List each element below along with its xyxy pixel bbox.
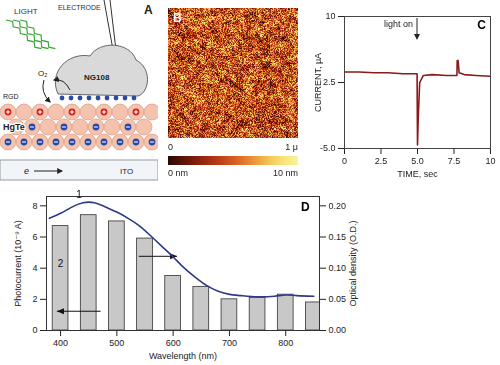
svg-text:A: A (144, 3, 153, 17)
html-text:C: C (477, 18, 486, 32)
svg-text:NG108: NG108 (84, 73, 110, 82)
svg-text:-5.0: -5.0 (320, 143, 336, 153)
svg-text:6: 6 (32, 232, 37, 242)
svg-text:e: e (24, 166, 29, 176)
svg-text:5.0: 5.0 (411, 156, 424, 166)
svg-text:Optical density (O.D.): Optical density (O.D.) (348, 220, 358, 306)
svg-text:Wavelength (nm): Wavelength (nm) (149, 351, 217, 361)
svg-text:0.05: 0.05 (329, 294, 347, 304)
svg-text:HgTe: HgTe (3, 122, 25, 132)
svg-text:1 μ: 1 μ (285, 142, 298, 152)
svg-text:Photocurrent (10⁻⁹ A): Photocurrent (10⁻⁹ A) (13, 220, 23, 307)
svg-text:10: 10 (485, 156, 495, 166)
svg-text:CURRENT, μA: CURRENT, μA (313, 53, 323, 112)
svg-text:light on: light on (384, 19, 413, 29)
svg-text:0: 0 (168, 142, 173, 152)
svg-text:8: 8 (32, 201, 37, 211)
svg-text:ELECTRODE: ELECTRODE (58, 4, 101, 11)
svg-text:1: 1 (76, 189, 82, 200)
svg-text:RGD: RGD (3, 93, 19, 100)
svg-text:800: 800 (278, 338, 293, 348)
html-text:D: D (301, 200, 310, 214)
svg-text:0.15: 0.15 (329, 232, 347, 242)
svg-text:0 nm: 0 nm (168, 168, 188, 178)
svg-text:700: 700 (222, 338, 237, 348)
svg-text:400: 400 (53, 338, 68, 348)
svg-text:O₂: O₂ (38, 69, 47, 78)
svg-text:0.10: 0.10 (329, 263, 347, 273)
svg-text:4: 4 (32, 263, 37, 273)
svg-text:ITO: ITO (120, 167, 133, 176)
svg-text:2.5: 2.5 (375, 156, 388, 166)
svg-text:10 nm: 10 nm (273, 168, 298, 178)
svg-text:10: 10 (325, 11, 335, 21)
svg-text:500: 500 (109, 338, 124, 348)
svg-text:2: 2 (58, 258, 64, 269)
svg-text:0: 0 (32, 325, 37, 335)
svg-text:B: B (173, 11, 182, 25)
svg-text:0: 0 (342, 156, 347, 166)
svg-text:TIME, sec: TIME, sec (397, 169, 438, 179)
svg-text:0.00: 0.00 (329, 325, 347, 335)
svg-text:2: 2 (32, 294, 37, 304)
svg-text:600: 600 (166, 338, 181, 348)
svg-text:2.5: 2.5 (323, 77, 336, 87)
svg-text:LIGHT: LIGHT (14, 7, 38, 16)
svg-text:0.20: 0.20 (329, 201, 347, 211)
svg-text:7.5: 7.5 (448, 156, 461, 166)
